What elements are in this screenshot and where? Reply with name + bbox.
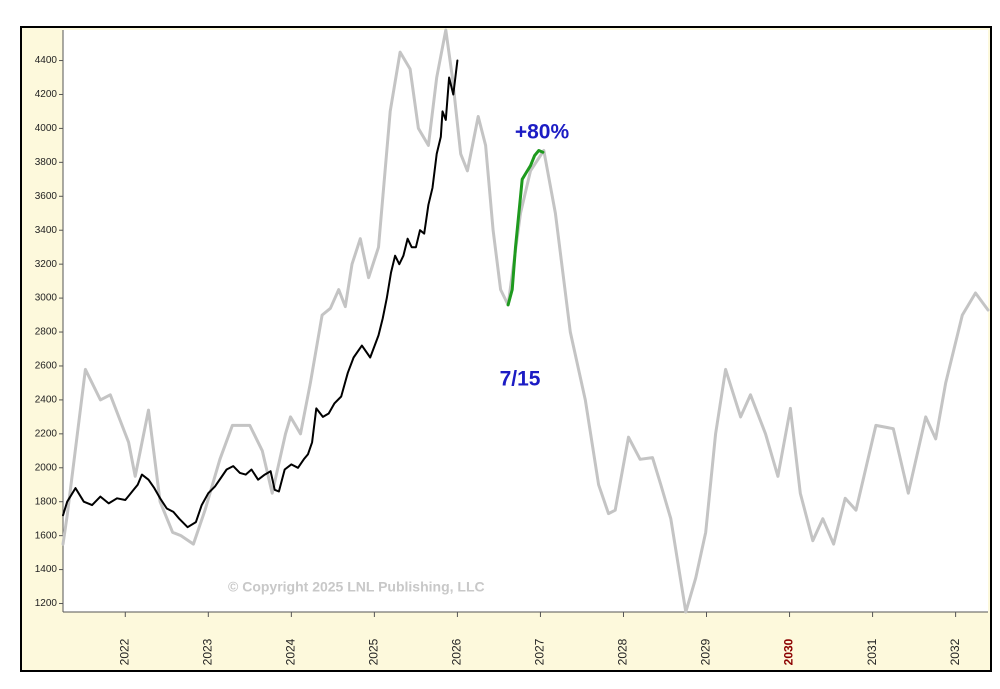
x-tick-label: 2024 (284, 638, 298, 665)
x-tick-label: 2030 (782, 638, 796, 665)
y-tick-label: 2400 (35, 395, 58, 406)
series-line (506, 149, 545, 307)
y-tick-label: 2200 (35, 428, 58, 439)
x-tick-label: 2022 (117, 638, 131, 665)
annotation: +80% (515, 121, 570, 144)
x-tick-label: 2026 (450, 638, 464, 665)
y-tick-label: 4000 (35, 123, 58, 134)
y-tick-label: 1200 (35, 598, 58, 609)
y-tick-label: 1400 (35, 564, 58, 575)
y-tick-label: 2600 (35, 361, 58, 372)
x-tick-label: 2032 (948, 638, 962, 665)
x-tick-label: 2031 (865, 638, 879, 665)
y-tick-label: 1600 (35, 530, 58, 541)
y-tick-label: 2800 (35, 327, 58, 338)
y-tick-label: 1800 (35, 496, 58, 507)
y-tick-label: 2000 (35, 462, 58, 473)
x-tick-label: 2028 (616, 638, 630, 665)
y-tick-label: 3800 (35, 157, 58, 168)
series-line (62, 59, 459, 529)
series-line (61, 28, 990, 614)
x-tick-label: 2023 (200, 638, 214, 665)
annotation: 7/15 (500, 368, 541, 391)
y-tick-label: 4400 (35, 55, 58, 66)
x-tick-label: 2029 (699, 638, 713, 665)
x-tick-label: 2027 (533, 638, 547, 665)
y-tick-label: 3600 (35, 191, 58, 202)
watermark: © Copyright 2025 LNL Publishing, LLC (228, 579, 485, 595)
x-tick-label: 2025 (367, 638, 381, 665)
plot-area (63, 30, 988, 612)
y-tick-label: 3400 (35, 225, 58, 236)
y-tick-label: 3200 (35, 259, 58, 270)
y-tick-label: 3000 (35, 293, 58, 304)
y-tick-label: 4200 (35, 89, 58, 100)
